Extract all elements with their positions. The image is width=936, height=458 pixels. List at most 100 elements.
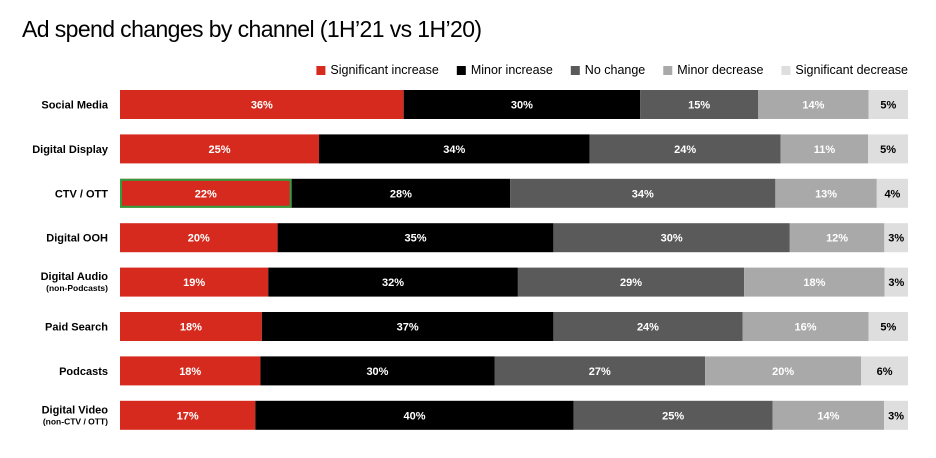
bar-segment-significant-increase <box>120 223 278 253</box>
bar-segment-significant-decrease <box>884 223 908 253</box>
bar-row-social-media: 36% 30% 15% 14% 5% <box>120 90 908 119</box>
data-label: 35% <box>404 233 426 245</box>
category-label: Digital OOH <box>46 233 108 245</box>
data-label: 20% <box>772 366 794 378</box>
legend-label: Minor increase <box>471 63 553 77</box>
data-label: 24% <box>637 322 659 334</box>
bar-row-ctv-ott: 22% 28% 34% 13% 4% <box>120 178 908 208</box>
category-label-podcasts: Podcasts <box>59 366 108 378</box>
legend-label: Significant decrease <box>795 63 908 77</box>
legend-item-no-change: No change <box>570 63 645 77</box>
category-label: Paid Search <box>45 322 108 334</box>
category-label: Digital Audio <box>41 271 109 283</box>
category-label-ctv-ott: CTV / OTT <box>55 188 108 200</box>
data-label: 18% <box>179 366 201 378</box>
bar-row-digital-ooh: 20% 35% 30% 12% 3% <box>120 223 908 253</box>
legend-swatch <box>570 66 580 75</box>
legend-swatch <box>663 66 673 75</box>
data-label: 3% <box>888 277 904 289</box>
data-label: 22% <box>195 188 217 200</box>
bar-segment-no-change <box>494 356 706 386</box>
bar-segment-significant-decrease <box>884 267 908 297</box>
category-labels: Social Media Digital Display CTV / OTT Digi… <box>32 100 109 427</box>
data-label: 6% <box>877 366 893 378</box>
data-label: 11% <box>814 144 836 156</box>
bars: 36% 30% 15% 14% 5% 25% 34% 24% 11% 5% 22% 28% 34% 13%… <box>120 90 908 430</box>
data-label: 5% <box>880 322 896 334</box>
category-label-digital-audio: Digital Audio(non-Podcasts) <box>41 271 109 293</box>
bar-segment-significant-decrease <box>868 134 908 164</box>
data-label: 18% <box>180 322 202 334</box>
legend-swatch <box>316 66 326 75</box>
bar-segment-significant-decrease <box>876 178 908 208</box>
bar-segment-no-change <box>510 178 776 208</box>
bar-segment-minor-increase <box>291 178 511 208</box>
bar-segment-no-change <box>553 223 790 253</box>
bar-segment-no-change <box>589 134 781 164</box>
data-label: 20% <box>188 233 210 245</box>
bar-segment-significant-increase <box>120 90 404 119</box>
data-label: 4% <box>884 188 900 200</box>
legend-swatch <box>456 66 466 75</box>
category-label: Social Media <box>41 100 109 112</box>
bar-segment-minor-increase <box>268 267 518 297</box>
category-label: Podcasts <box>59 366 108 378</box>
legend-item-significant-decrease: Significant decrease <box>781 63 908 77</box>
data-label: 30% <box>661 233 683 245</box>
category-label-digital-ooh: Digital OOH <box>46 233 108 245</box>
bar-segment-minor-decrease <box>775 178 877 208</box>
bar-segment-minor-decrease <box>758 90 869 119</box>
data-label: 25% <box>662 410 684 422</box>
bar-segment-significant-increase <box>120 356 261 386</box>
bar-row-paid-search: 18% 37% 24% 16% 5% <box>120 312 908 341</box>
data-label: 5% <box>880 100 896 112</box>
data-label: 17% <box>177 410 199 422</box>
data-label: 28% <box>390 188 412 200</box>
bar-row-podcasts: 18% 30% 27% 20% 6% <box>120 356 908 386</box>
data-label: 34% <box>632 188 654 200</box>
data-label: 36% <box>251 100 273 112</box>
bar-segment-significant-increase <box>120 134 319 164</box>
bar-segment-significant-decrease <box>884 400 908 430</box>
bar-segment-significant-decrease <box>861 356 908 386</box>
legend-item-significant-increase: Significant increase <box>316 63 439 77</box>
bar-segment-minor-increase <box>260 356 495 386</box>
data-label: 29% <box>620 277 642 289</box>
legend-swatch <box>781 66 791 75</box>
chart-title: Ad spend changes by channel (1H’21 vs 1H… <box>22 16 482 42</box>
category-label: CTV / OTT <box>55 188 108 200</box>
category-label-paid-search: Paid Search <box>45 322 108 334</box>
category-label: Digital Display <box>32 144 109 156</box>
category-label-digital-display: Digital Display <box>32 144 109 156</box>
bar-segment-significant-decrease <box>868 312 908 341</box>
bar-segment-minor-increase <box>403 90 641 119</box>
bar-segment-no-change <box>517 267 745 297</box>
bar-segment-minor-decrease <box>742 312 869 341</box>
bar-row-digital-video: 17% 40% 25% 14% 3% <box>120 400 908 430</box>
bar-segment-no-change <box>640 90 759 119</box>
data-label: 14% <box>817 410 839 422</box>
data-label: 15% <box>688 100 710 112</box>
bar-segment-significant-increase <box>120 312 262 341</box>
data-label: 18% <box>803 277 825 289</box>
legend-label: Significant increase <box>330 63 438 77</box>
data-label: 40% <box>403 410 425 422</box>
data-label: 24% <box>674 144 696 156</box>
data-label: 27% <box>589 366 611 378</box>
legend-item-minor-increase: Minor increase <box>456 63 553 77</box>
legend-item-minor-decrease: Minor decrease <box>663 63 763 77</box>
bar-segment-minor-decrease <box>705 356 862 386</box>
bar-segment-minor-decrease <box>744 267 885 297</box>
category-label-social-media: Social Media <box>41 100 109 112</box>
data-label: 32% <box>382 277 404 289</box>
bar-segment-minor-decrease <box>780 134 869 164</box>
highlight-outline <box>120 178 292 208</box>
data-label: 16% <box>795 322 817 334</box>
category-sublabel: (non-Podcasts) <box>46 283 108 293</box>
data-label: 12% <box>826 233 848 245</box>
bar-segment-significant-increase <box>120 178 292 208</box>
bar-segment-minor-increase <box>277 223 554 253</box>
data-label: 30% <box>366 366 388 378</box>
chart-legend: Significant increase Minor increase No cha… <box>316 63 908 77</box>
data-label: 25% <box>208 144 230 156</box>
